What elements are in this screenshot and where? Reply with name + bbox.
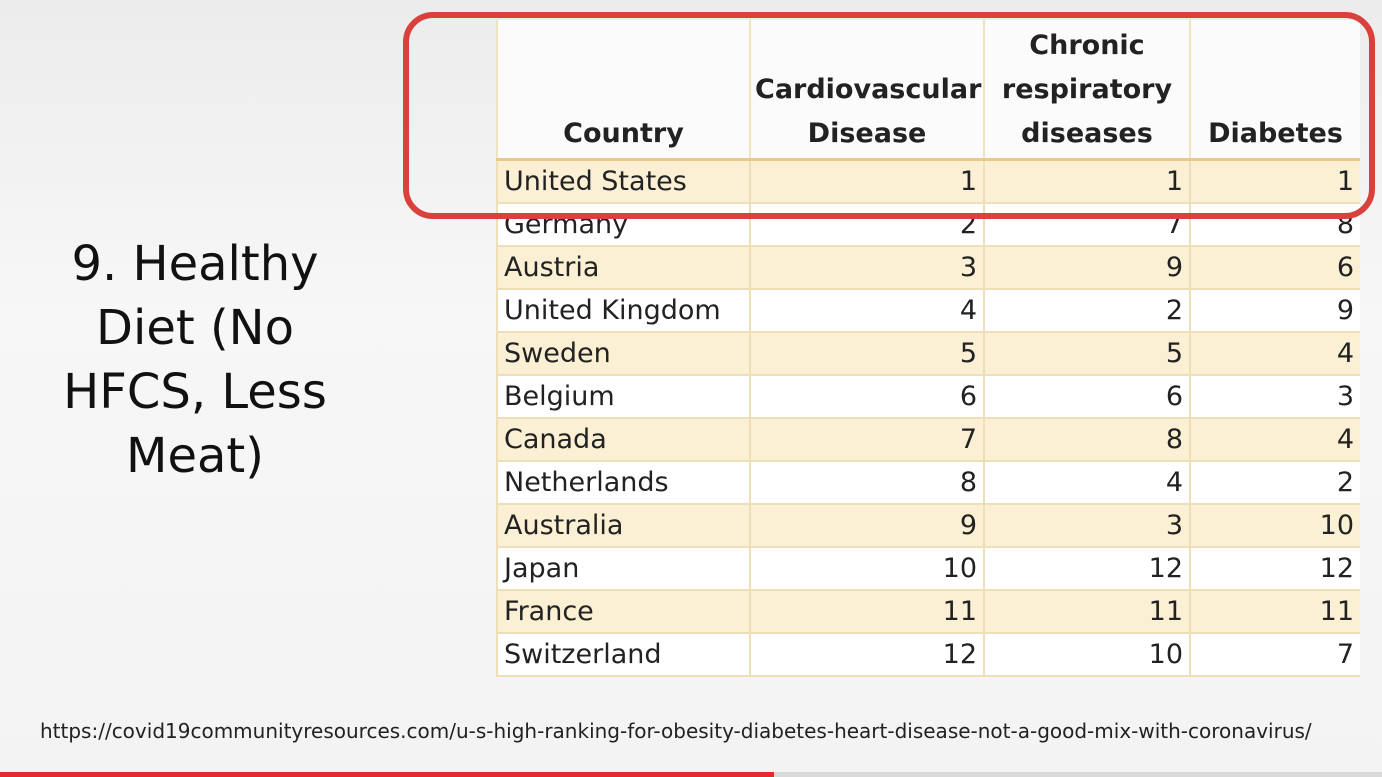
table-row: United Kingdom 4 2 9 [496,288,1360,333]
cell-respiratory-rank: 10 [983,632,1191,677]
cell-cardiovascular-rank: 7 [749,417,985,462]
cell-diabetes-rank: 1 [1189,158,1360,204]
cell-country: Germany [496,202,751,247]
cell-country: Belgium [496,374,751,419]
cell-cardiovascular-rank: 11 [749,589,985,634]
table-row: United States 1 1 1 [496,158,1360,204]
ranking-table: Country Cardiovascular Disease Chronic r… [496,20,1360,677]
cell-respiratory-rank: 9 [983,245,1191,290]
table-row: Canada 7 8 4 [496,417,1360,462]
cell-cardiovascular-rank: 2 [749,202,985,247]
cell-diabetes-rank: 4 [1189,417,1360,462]
header-diabetes: Diabetes [1189,20,1360,161]
cell-country: France [496,589,751,634]
cell-respiratory-rank: 11 [983,589,1191,634]
cell-cardiovascular-rank: 1 [749,158,985,204]
source-url: https://covid19communityresources.com/u-… [40,719,1312,743]
cell-diabetes-rank: 11 [1189,589,1360,634]
cell-respiratory-rank: 6 [983,374,1191,419]
table-header-row: Country Cardiovascular Disease Chronic r… [496,20,1360,161]
cell-country: Netherlands [496,460,751,505]
cell-country: Canada [496,417,751,462]
table-row: Netherlands 8 4 2 [496,460,1360,505]
table-body: United States 1 1 1 Germany 2 7 8 Austria 3 9 6 Unit… [496,158,1360,677]
header-cardiovascular-disease: Cardiovascular Disease [749,20,985,161]
header-country: Country [496,20,751,161]
cell-country: United States [496,158,751,204]
table-row: Sweden 5 5 4 [496,331,1360,376]
cell-country: Sweden [496,331,751,376]
cell-respiratory-rank: 12 [983,546,1191,591]
cell-diabetes-rank: 7 [1189,632,1360,677]
cell-respiratory-rank: 2 [983,288,1191,333]
cell-cardiovascular-rank: 3 [749,245,985,290]
cell-cardiovascular-rank: 4 [749,288,985,333]
cell-respiratory-rank: 1 [983,158,1191,204]
cell-cardiovascular-rank: 8 [749,460,985,505]
cell-diabetes-rank: 9 [1189,288,1360,333]
ranking-table-container: Country Cardiovascular Disease Chronic r… [496,20,1360,702]
slide-title: 9. Healthy Diet (No HFCS, Less Meat) [63,236,327,484]
cell-country: Switzerland [496,632,751,677]
cell-respiratory-rank: 3 [983,503,1191,548]
cell-country: Austria [496,245,751,290]
cell-cardiovascular-rank: 9 [749,503,985,548]
table-row: Belgium 6 6 3 [496,374,1360,419]
table-row: Germany 2 7 8 [496,202,1360,247]
cell-country: Japan [496,546,751,591]
table-row: Australia 9 3 10 [496,503,1360,548]
cell-cardiovascular-rank: 6 [749,374,985,419]
cell-diabetes-rank: 8 [1189,202,1360,247]
cell-cardiovascular-rank: 5 [749,331,985,376]
cell-diabetes-rank: 12 [1189,546,1360,591]
cell-diabetes-rank: 4 [1189,331,1360,376]
table-row: France 11 11 11 [496,589,1360,634]
cell-country: Australia [496,503,751,548]
header-chronic-respiratory-diseases: Chronic respiratory diseases [983,20,1191,161]
cell-diabetes-rank: 3 [1189,374,1360,419]
cell-cardiovascular-rank: 12 [749,632,985,677]
table-row: Switzerland 12 10 7 [496,632,1360,677]
cell-diabetes-rank: 10 [1189,503,1360,548]
cell-respiratory-rank: 5 [983,331,1191,376]
video-progress-fill [0,772,774,777]
cell-cardiovascular-rank: 10 [749,546,985,591]
cell-respiratory-rank: 8 [983,417,1191,462]
table-row: Japan 10 12 12 [496,546,1360,591]
cell-respiratory-rank: 4 [983,460,1191,505]
cell-respiratory-rank: 7 [983,202,1191,247]
cell-diabetes-rank: 6 [1189,245,1360,290]
video-progress-track[interactable] [0,772,1382,777]
cell-country: United Kingdom [496,288,751,333]
cell-diabetes-rank: 2 [1189,460,1360,505]
table-row: Austria 3 9 6 [496,245,1360,290]
